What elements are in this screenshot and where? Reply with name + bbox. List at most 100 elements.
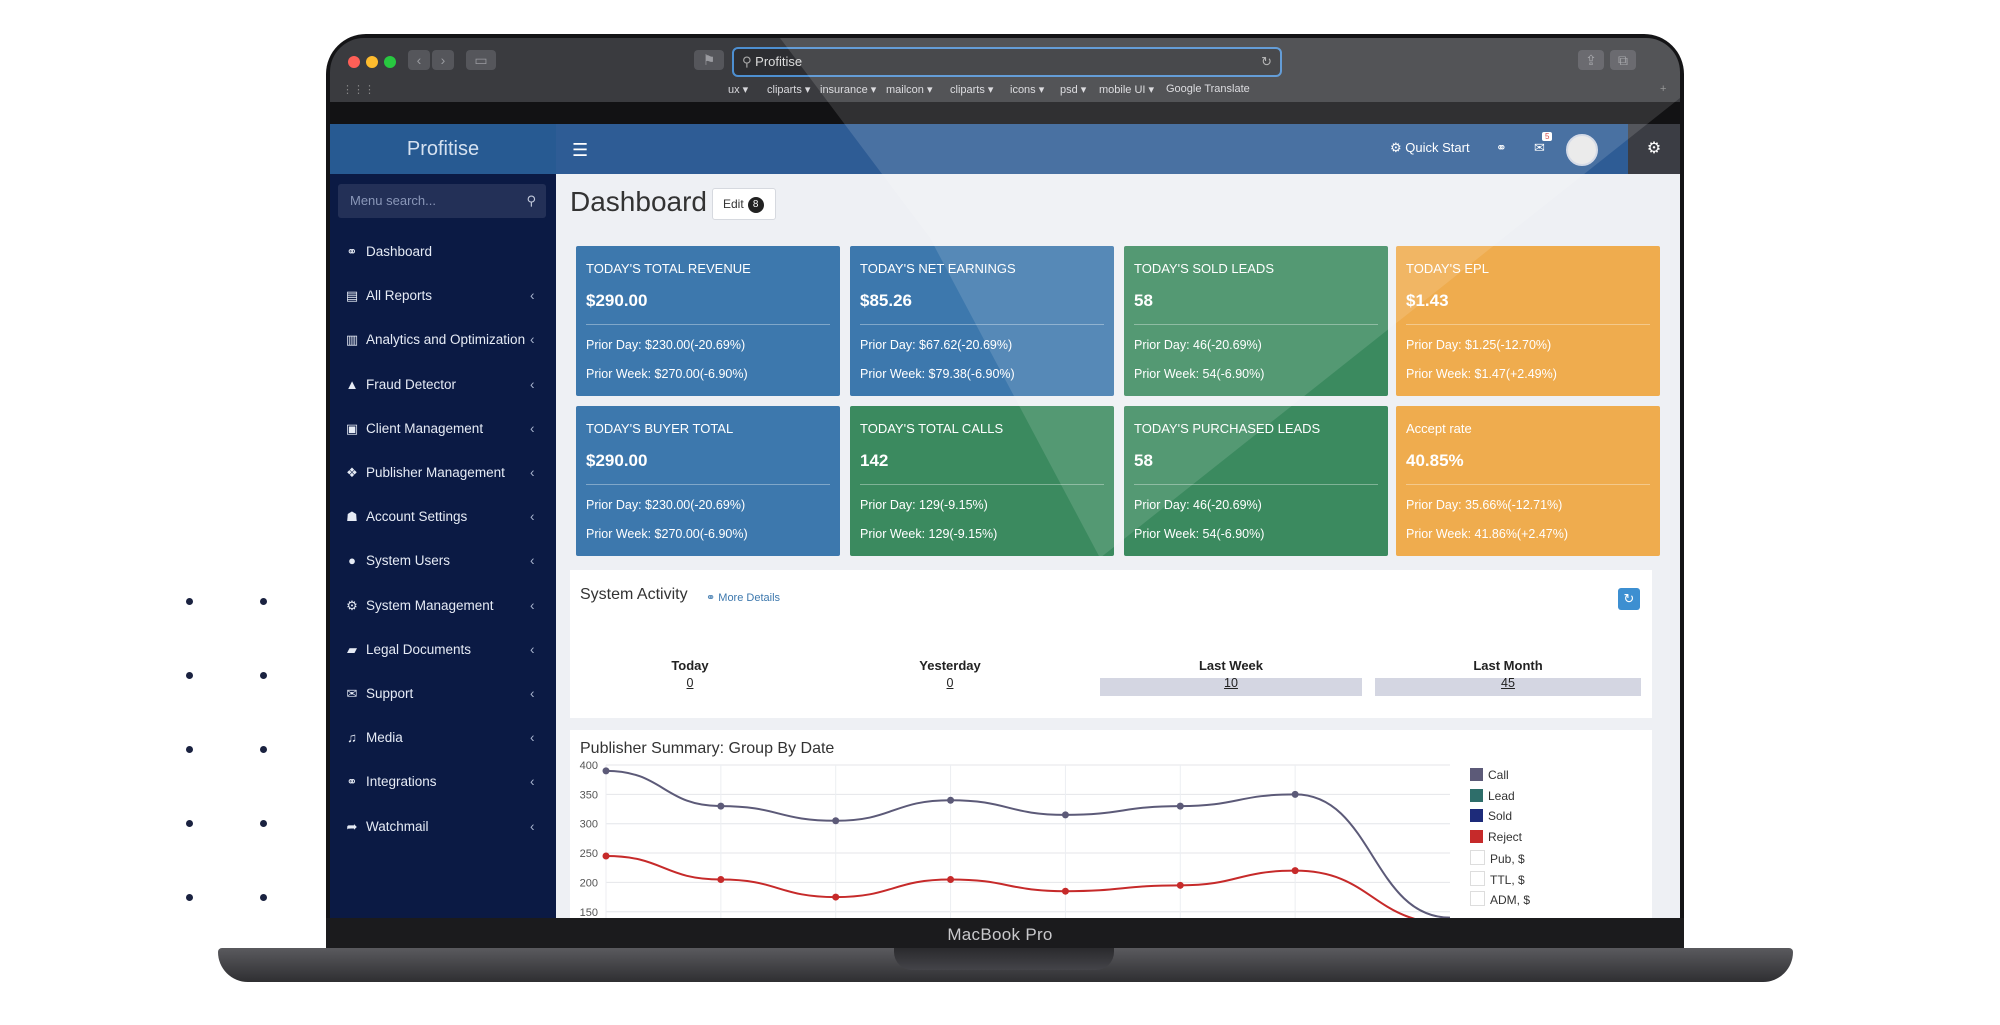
card-prior-week: Prior Week: $1.47(+2.49%) xyxy=(1406,367,1557,381)
activity-today-label: Today xyxy=(671,658,709,673)
links-icon[interactable]: ⚭ xyxy=(1496,140,1507,155)
sidebar-item-dashboard[interactable]: ⚭ Dashboard xyxy=(330,230,556,274)
bookmark-item[interactable]: cliparts ▾ xyxy=(950,84,994,96)
bookmark-item[interactable]: ux ▾ xyxy=(728,84,749,96)
bookmark-item[interactable]: mobile UI ▾ xyxy=(1099,84,1155,96)
card-prior-day: Prior Day: 46(-20.69%) xyxy=(1134,338,1262,352)
legend-label: Call xyxy=(1488,768,1509,782)
data-point[interactable] xyxy=(1176,881,1184,889)
sidebar-toggle-icon[interactable]: ▭ xyxy=(466,50,496,70)
activity-last-week-value[interactable]: 10 xyxy=(1224,676,1238,690)
data-point[interactable] xyxy=(832,893,840,901)
sidebar-item-analytics-and-optimization[interactable]: ▥ Analytics and Optimization ‹ xyxy=(330,318,556,362)
avatar[interactable] xyxy=(1566,134,1598,166)
data-point[interactable] xyxy=(1291,790,1299,798)
new-tab-icon[interactable]: + xyxy=(1660,83,1667,95)
card-title: TODAY'S BUYER TOTAL xyxy=(586,421,734,436)
more-details-link[interactable]: ⚭ More Details xyxy=(706,592,781,604)
tabs-icon[interactable]: ⧉ xyxy=(1610,50,1636,70)
chevron-left-icon: ‹ xyxy=(530,730,535,746)
reload-icon[interactable]: ↻ xyxy=(1261,54,1272,69)
data-point[interactable] xyxy=(717,802,725,810)
main-content: Dashboard Edit 8 TODAY'S TOTAL REVENUE $29… xyxy=(556,174,1680,918)
back-button[interactable]: ‹ xyxy=(408,50,430,70)
sidebar-item-system-management[interactable]: ⚙ System Management ‹ xyxy=(330,584,556,628)
sidebar-item-account-settings[interactable]: ☗ Account Settings ‹ xyxy=(330,495,556,539)
legend-item[interactable]: Pub, $ xyxy=(1470,850,1525,866)
card-divider xyxy=(1406,324,1650,325)
data-point[interactable] xyxy=(1061,811,1069,819)
system-activity-title: System Activity xyxy=(580,586,688,603)
refresh-icon[interactable]: ↻ xyxy=(1618,588,1640,610)
edit-button[interactable]: Edit 8 xyxy=(712,188,776,220)
maximize-window-button[interactable] xyxy=(384,56,396,68)
y-tick-label: 150 xyxy=(580,907,598,918)
data-point[interactable] xyxy=(602,767,610,775)
sidebar-item-legal-documents[interactable]: ▰ Legal Documents ‹ xyxy=(330,628,556,672)
mail-icon[interactable]: ✉ 5 xyxy=(1534,132,1553,156)
legend-swatch xyxy=(1470,768,1483,781)
data-point[interactable] xyxy=(602,852,610,860)
sidebar-item-label: Support xyxy=(366,686,414,701)
settings-gears-icon[interactable]: ⚙ xyxy=(1628,124,1680,174)
link-icon: ⚭ xyxy=(346,774,358,790)
legend-item[interactable]: Lead xyxy=(1470,788,1515,803)
share-icon[interactable]: ⇪ xyxy=(1578,50,1604,70)
legend-item[interactable]: TTL, $ xyxy=(1470,870,1525,887)
bookmark-item[interactable]: Google Translate xyxy=(1166,83,1250,95)
address-bar[interactable]: ⚲ Profitise ↻ xyxy=(732,47,1282,77)
forward-button[interactable]: › xyxy=(432,50,454,70)
user-icon: ● xyxy=(348,553,356,569)
bookmark-item[interactable]: psd ▾ xyxy=(1060,84,1087,96)
close-window-button[interactable] xyxy=(348,56,360,68)
legend-label: Lead xyxy=(1488,788,1515,803)
legend-swatch xyxy=(1470,788,1483,802)
chevron-left-icon: ‹ xyxy=(530,818,535,834)
data-point[interactable] xyxy=(947,796,955,804)
card-title: Accept rate xyxy=(1406,421,1472,436)
data-point[interactable] xyxy=(1061,887,1069,895)
card-title: TODAY'S NET EARNINGS xyxy=(860,261,1016,276)
legend-item[interactable]: Reject xyxy=(1470,829,1522,844)
sidebar-item-publisher-management[interactable]: ❖ Publisher Management ‹ xyxy=(330,451,556,495)
activity-today-value[interactable]: 0 xyxy=(686,676,694,690)
bookmark-item[interactable]: mailcon ▾ xyxy=(886,84,933,96)
sidebar-item-integrations[interactable]: ⚭ Integrations ‹ xyxy=(330,760,556,804)
decorative-dots xyxy=(186,598,286,918)
sidebar-item-support[interactable]: ✉ Support ‹ xyxy=(330,672,556,716)
sidebar-item-fraud-detector[interactable]: ▲ Fraud Detector ‹ xyxy=(330,363,556,407)
data-point[interactable] xyxy=(832,817,840,825)
apps-grid-icon[interactable]: ⋮⋮⋮ xyxy=(342,84,375,96)
data-point[interactable] xyxy=(717,875,725,883)
data-point[interactable] xyxy=(1291,867,1299,875)
sidebar-item-system-users[interactable]: ● System Users ‹ xyxy=(330,539,556,583)
laptop-chin xyxy=(326,918,1684,952)
bookmark-item[interactable]: icons ▾ xyxy=(1010,84,1045,96)
bookmark-flag-icon[interactable]: ⚑ xyxy=(694,50,724,70)
legend-swatch xyxy=(1470,829,1483,843)
series-line-reject xyxy=(605,854,1416,918)
activity-yesterday-value[interactable]: 0 xyxy=(946,676,954,690)
brand-logo[interactable]: Profitise xyxy=(330,124,556,174)
quick-start-button[interactable]: ⚙ Quick Start xyxy=(1390,140,1470,156)
bookmark-item[interactable]: insurance ▾ xyxy=(820,84,877,96)
sidebar-item-watchmail[interactable]: ➦ Watchmail ‹ xyxy=(330,805,556,849)
legend-item[interactable]: Call xyxy=(1470,768,1509,782)
legend-item[interactable]: Sold xyxy=(1470,809,1512,823)
activity-last-month-value[interactable]: 45 xyxy=(1501,676,1515,690)
data-point[interactable] xyxy=(1176,802,1184,810)
legend-label: Sold xyxy=(1488,809,1513,823)
data-point[interactable] xyxy=(947,875,955,883)
sidebar-item-client-management[interactable]: ▣ Client Management ‹ xyxy=(330,407,556,451)
card-prior-week: Prior Week: $79.38(-6.90%) xyxy=(860,367,1015,381)
card-prior-day: Prior Day: 46(-20.69%) xyxy=(1134,498,1262,512)
sidebar-item-media[interactable]: ♫ Media ‹ xyxy=(330,716,556,760)
sidebar-item-all-reports[interactable]: ▤ All Reports ‹ xyxy=(330,274,556,318)
legend-item[interactable]: ADM, $ xyxy=(1470,891,1530,907)
gear-icon: ⚙ xyxy=(1390,140,1402,155)
menu-search-input[interactable]: Menu search... ⚲ xyxy=(338,184,546,218)
minimize-window-button[interactable] xyxy=(366,56,378,68)
bookmark-item[interactable]: cliparts ▾ xyxy=(767,84,811,96)
hamburger-menu-icon[interactable]: ☰ xyxy=(572,140,589,160)
stat-card: TODAY'S PURCHASED LEADS 58 Prior Day: 46(-… xyxy=(1124,406,1388,556)
